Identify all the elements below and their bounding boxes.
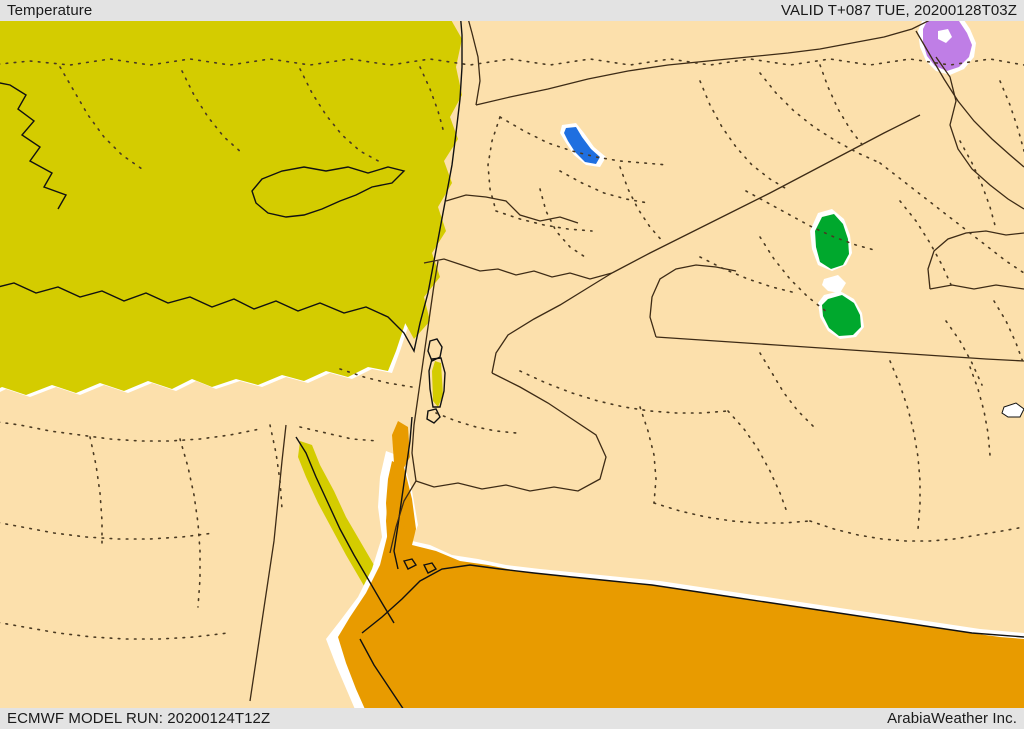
coastline-layer <box>0 21 1024 708</box>
valid-time-label: VALID T+087 TUE, 20200128T03Z <box>781 2 1017 19</box>
provider-label: ArabiaWeather Inc. <box>887 710 1017 727</box>
map-viewport[interactable] <box>0 21 1024 708</box>
temperature-contour-map[interactable] <box>0 21 1024 708</box>
footer-bar: ECMWF MODEL RUN: 20200124T12Z ArabiaWeat… <box>0 708 1024 729</box>
country-border-layer <box>249 21 1024 702</box>
purple-temperature-patch <box>918 21 976 75</box>
olive-temperature-band <box>0 21 462 617</box>
header-bar: Temperature VALID T+087 TUE, 20200128T03… <box>0 0 1024 21</box>
model-run-label: ECMWF MODEL RUN: 20200124T12Z <box>7 710 271 727</box>
blue-water-patch-lake-assad <box>560 123 606 167</box>
green-temperature-patches <box>810 209 864 339</box>
province-border-layer <box>0 58 1024 640</box>
orange-temperature-band <box>326 421 1024 708</box>
small-lake-east <box>1001 402 1024 418</box>
page-title: Temperature <box>7 2 93 19</box>
